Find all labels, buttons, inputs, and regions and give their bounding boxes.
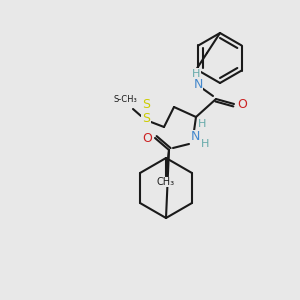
Text: H: H	[198, 119, 206, 129]
Text: N: N	[190, 130, 200, 143]
Text: CH₃: CH₃	[157, 177, 175, 187]
Text: S: S	[142, 98, 150, 112]
Text: N: N	[193, 77, 203, 91]
Text: O: O	[237, 98, 247, 110]
Text: O: O	[142, 131, 152, 145]
Text: H: H	[192, 69, 200, 79]
Text: S: S	[142, 112, 150, 125]
Text: S-CH₃: S-CH₃	[113, 94, 137, 103]
Text: H: H	[201, 139, 209, 149]
